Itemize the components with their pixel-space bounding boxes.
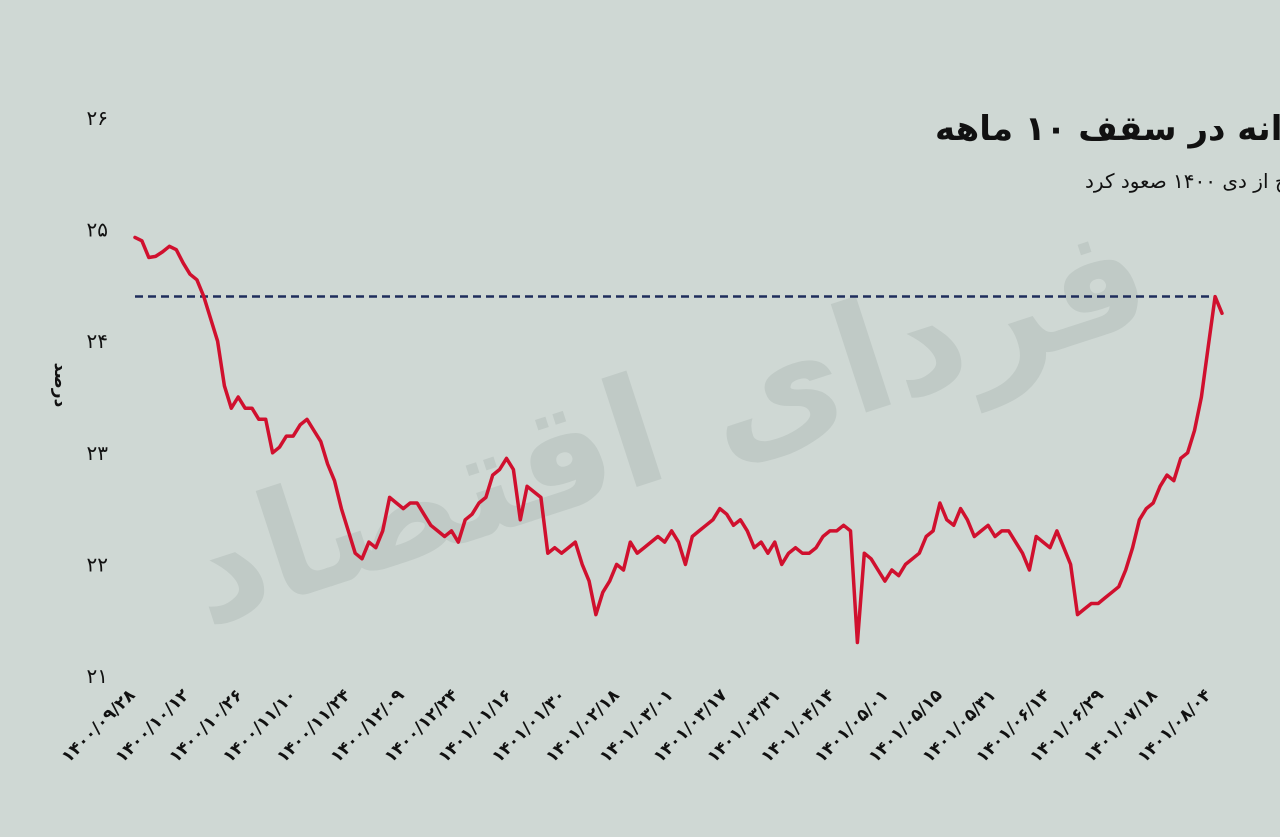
chart-title: سود اوراق خزانه در سقف ۱۰ ماهه [935, 109, 1280, 149]
y-axis-ticks: ۲۱ ۲۲ ۲۳ ۲۴ ۲۵ ۲۶ [87, 106, 109, 688]
y-tick-label: ۲۶ [87, 106, 108, 130]
series-line [133, 235, 1224, 645]
y-tick-label: ۲۳ [87, 441, 109, 465]
x-axis-ticks: ۱۴۰۰/۰۹/۲۸۱۴۰۰/۱۰/۱۲۱۴۰۰/۱۰/۲۶۱۴۰۰/۱۱/۱۰… [58, 685, 1216, 767]
y-tick-label: ۲۱ [87, 664, 108, 688]
y-tick-label: ۲۲ [87, 552, 108, 576]
series-layer [133, 235, 1224, 645]
y-axis-label: درصد [50, 363, 70, 408]
chart-subtitle: میانگین نرخ سود موثر اسناد خزانه اسلامی … [1085, 169, 1280, 193]
watermark: فردای اقتصاد [163, 186, 1170, 662]
y-tick-label: ۲۵ [87, 218, 108, 242]
y-tick-label: ۲۴ [87, 329, 108, 353]
